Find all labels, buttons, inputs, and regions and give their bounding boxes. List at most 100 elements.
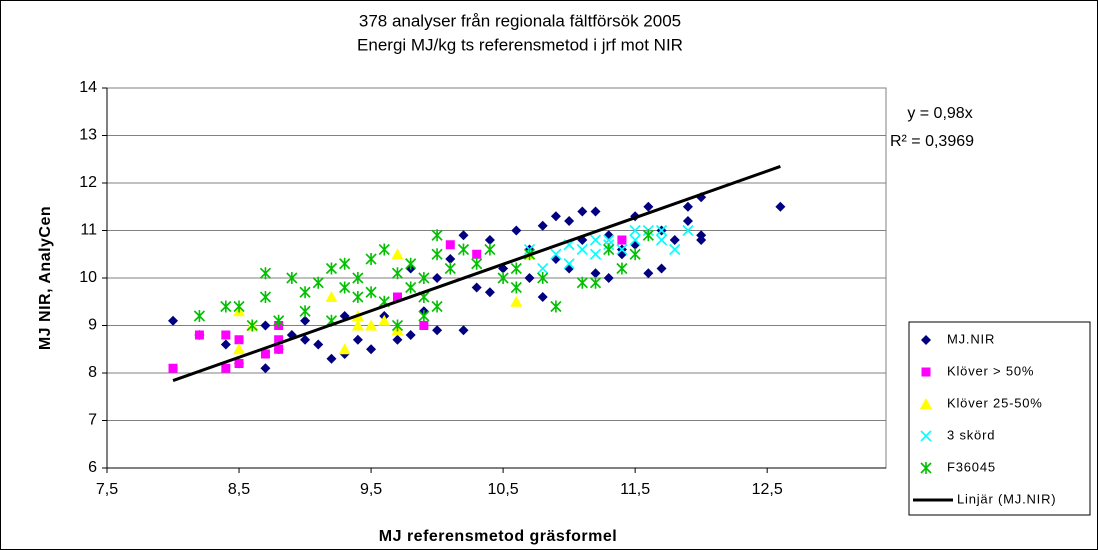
series <box>523 224 694 275</box>
chart-title: 378 analyser från regionala fältförsök 2… <box>359 11 681 30</box>
point <box>458 325 469 336</box>
point <box>233 300 245 313</box>
point <box>550 248 562 260</box>
point <box>457 243 470 256</box>
point <box>576 276 588 289</box>
point <box>431 300 443 313</box>
point <box>339 281 351 294</box>
point <box>351 319 364 331</box>
point <box>274 335 284 345</box>
point <box>392 334 403 345</box>
point <box>325 291 338 302</box>
point <box>431 248 443 261</box>
point <box>286 272 298 284</box>
y-tick-label: 9 <box>88 317 97 334</box>
point <box>510 295 523 307</box>
point <box>246 319 258 332</box>
point <box>338 343 351 355</box>
point <box>339 257 351 270</box>
point <box>589 276 602 289</box>
point <box>603 273 614 283</box>
point <box>497 272 509 284</box>
point <box>484 287 495 298</box>
point <box>392 292 402 302</box>
point <box>352 272 364 284</box>
y-tick-label: 12 <box>79 174 97 191</box>
legend-marker <box>920 398 932 409</box>
point <box>233 343 246 355</box>
point <box>629 224 641 237</box>
point <box>432 325 443 336</box>
point <box>299 286 311 299</box>
x-tick-label: 7,5 <box>96 481 118 498</box>
point <box>445 240 455 250</box>
point <box>655 224 668 237</box>
point <box>563 258 575 270</box>
point <box>168 315 179 326</box>
point <box>418 272 430 284</box>
point <box>669 243 681 256</box>
point <box>168 363 178 373</box>
point <box>431 229 443 242</box>
point <box>378 314 391 326</box>
y-tick-label: 6 <box>88 459 97 476</box>
y-tick-label: 10 <box>79 269 97 286</box>
point <box>471 257 483 270</box>
point <box>537 220 548 231</box>
point <box>220 300 232 313</box>
point <box>352 291 364 303</box>
point <box>365 319 378 331</box>
point <box>643 268 654 279</box>
point <box>418 310 430 322</box>
point <box>629 234 641 246</box>
point <box>458 230 469 241</box>
legend-label: MJ.NIR <box>947 331 995 346</box>
point <box>419 321 429 330</box>
x-tick-label: 12,5 <box>752 481 783 498</box>
point <box>221 363 231 373</box>
point <box>405 257 417 270</box>
point <box>643 201 654 212</box>
point <box>577 206 588 217</box>
point <box>669 235 680 245</box>
legend-label: Klöver 25-50% <box>947 395 1043 410</box>
point <box>299 305 311 318</box>
point <box>524 273 535 283</box>
point <box>445 254 456 264</box>
point <box>259 291 272 303</box>
point <box>366 344 377 355</box>
point <box>656 263 667 274</box>
point <box>326 353 337 364</box>
point <box>550 211 561 222</box>
x-tick-label: 8,5 <box>228 481 250 498</box>
point <box>511 225 522 236</box>
point <box>260 363 271 374</box>
legend-label: Klöver > 50% <box>947 363 1034 378</box>
point <box>642 229 654 242</box>
y-tick-label: 14 <box>79 79 97 96</box>
series <box>193 229 654 332</box>
point <box>260 320 271 331</box>
point <box>220 339 231 350</box>
point <box>564 216 575 226</box>
point <box>300 334 311 345</box>
point <box>590 268 601 279</box>
point <box>590 206 601 217</box>
point <box>471 282 482 293</box>
point <box>312 276 324 289</box>
legend-box <box>908 321 1091 516</box>
point <box>537 272 549 284</box>
point <box>273 314 285 327</box>
x-tick-label: 10,5 <box>488 481 519 498</box>
point <box>472 249 482 259</box>
point <box>696 230 707 241</box>
point <box>617 235 627 245</box>
point <box>221 330 231 340</box>
legend-marker <box>921 367 931 377</box>
point <box>313 339 324 350</box>
legend-marker <box>920 462 932 474</box>
point <box>444 262 456 275</box>
point <box>234 335 244 345</box>
point <box>352 334 363 345</box>
